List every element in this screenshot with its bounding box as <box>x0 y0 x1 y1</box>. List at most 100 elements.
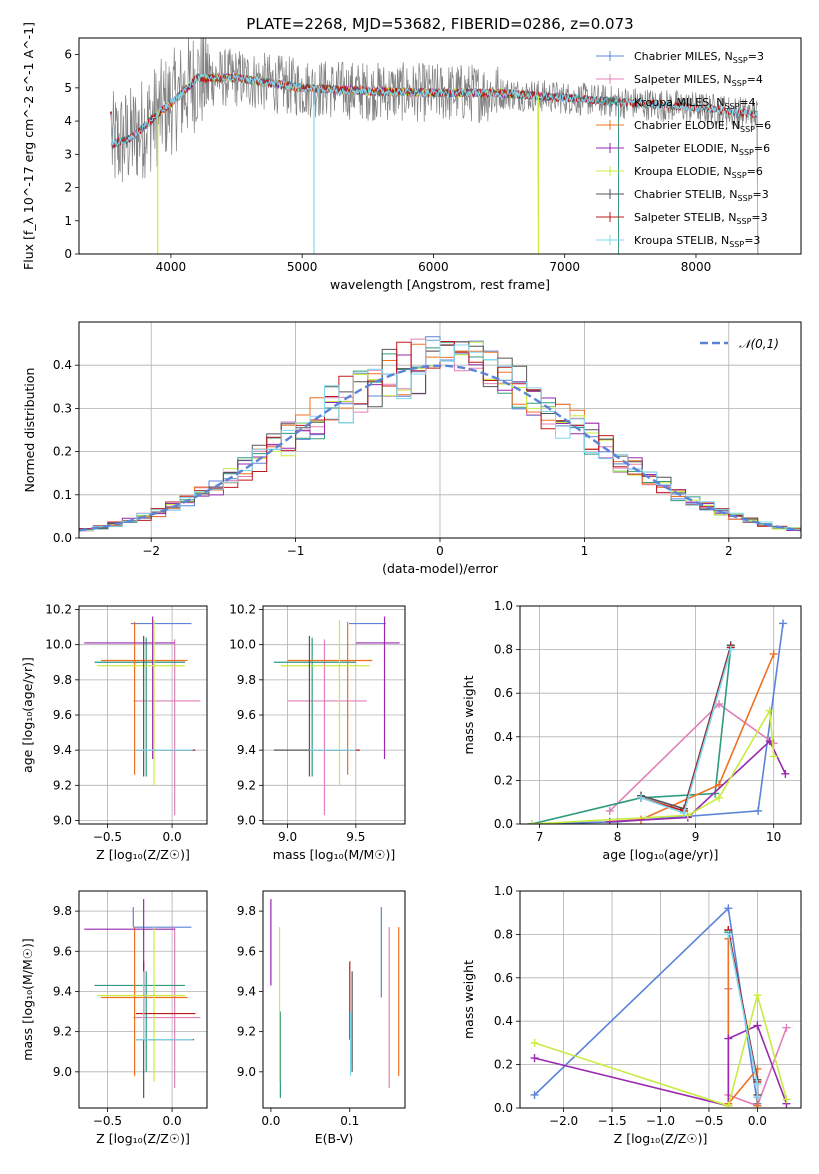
z-mass-weight-y-tick-label: 0.8 <box>494 927 513 941</box>
residuals-y-tick-label: 0.1 <box>53 488 72 502</box>
residuals-y-tick-label: 0.4 <box>53 358 72 372</box>
spectrum-plot-area <box>110 38 759 254</box>
z-mass-weight-x-axis-label: Z [log₁₀(Z/Z☉)] <box>614 1131 708 1146</box>
mass-weight-marker <box>753 1021 762 1030</box>
age-mass-weight-x-tick-label: 7 <box>536 830 544 844</box>
z-mass-weight-x-tick-label: −1.0 <box>646 1114 675 1128</box>
z-mass-weight-x-tick-label: −2.0 <box>549 1114 578 1128</box>
mass-age-y-tick-label: 9.0 <box>237 813 256 827</box>
mass-weight-line <box>609 739 787 823</box>
age-mass-weight-y-tick-label: 0.8 <box>494 643 513 657</box>
z-mass-x-axis-label: Z [log₁₀(Z/Z☉)] <box>96 1131 190 1146</box>
mass-weight-marker <box>765 706 774 715</box>
mass-weight-marker <box>769 649 778 658</box>
figure-title: PLATE=2268, MJD=53682, FIBERID=0286, z=0… <box>246 15 633 33</box>
residuals-y-axis-label: Normed distribution <box>22 368 37 493</box>
residuals-x-tick-label: 0 <box>436 544 444 558</box>
age-mass-weight-x-tick-label: 8 <box>614 830 622 844</box>
mass-weight-marker <box>715 793 724 802</box>
age-mass-weight-x-axis-label: age [log₁₀(age/yr)] <box>603 847 719 862</box>
z-age-y-tick-label: 9.8 <box>53 673 72 687</box>
mass-weight-line <box>534 992 788 1107</box>
mass-weight-marker <box>530 1054 539 1063</box>
ebv-mass-x-tick-label: 0.1 <box>340 1114 359 1128</box>
mass-weight-marker <box>636 793 645 802</box>
mass-age-y-tick-label: 9.8 <box>237 673 256 687</box>
ebv-mass-plot-area <box>270 899 400 1098</box>
residuals-x-axis-label: (data-model)/error <box>382 561 499 576</box>
model-spectrum <box>110 72 759 254</box>
mass-weight-marker <box>753 1101 762 1108</box>
mass-weight-line <box>533 906 759 1104</box>
age-mass-weight-y-tick-label: 0.0 <box>494 817 513 831</box>
mass-weight-marker <box>527 820 536 824</box>
z-mass-y-tick-label: 9.6 <box>53 944 72 958</box>
mass-weight-marker <box>724 904 733 913</box>
residuals-plot-area <box>79 336 801 533</box>
z-mass-y-axis-label: mass [log₁₀(M/M☉)] <box>20 938 35 1060</box>
z-mass-y-tick-label: 9.8 <box>53 904 72 918</box>
age-mass-weight-y-tick-label: 0.6 <box>494 686 513 700</box>
legend-entry: Kroupa MILES, NSSP=4 <box>634 96 756 111</box>
spectrum-x-tick-label: 7000 <box>549 260 580 274</box>
spectrum-axes: 4000 5000 6000 7000 8000 0 1 2 3 4 5 6 wavelength [A… <box>21 22 711 292</box>
z-mass-weight-x-tick-label: −1.5 <box>597 1114 626 1128</box>
age-mass-weight-y-tick-label: 1.0 <box>494 599 513 613</box>
mass-weight-marker <box>530 1038 539 1047</box>
z-mass-frame <box>78 890 208 1109</box>
mass-weight-marker <box>724 1101 733 1108</box>
ebv-mass-y-tick-label: 9.6 <box>237 944 256 958</box>
spectrum-y-tick-label: 5 <box>64 81 72 95</box>
mass-age-x-axis-label: mass [log₁₀(M/M☉)] <box>273 847 395 862</box>
mass-weight-line <box>531 647 732 824</box>
mass-age-frame <box>262 605 406 825</box>
spectrum-x-tick-label: 6000 <box>418 260 449 274</box>
residuals-frame <box>78 321 802 539</box>
z-mass-y-tick-label: 9.2 <box>53 1025 72 1039</box>
residuals-x-tick-label: −1 <box>287 544 305 558</box>
residuals-x-tick-label: 2 <box>725 544 733 558</box>
z-age-y-axis-label: age [log₁₀(age/yr)] <box>20 657 35 773</box>
z-age-plot-area <box>84 616 201 816</box>
spectrum-x-axis-label: wavelength [Angstrom, rest frame] <box>330 277 550 292</box>
z-mass-weight-x-tick-label: 0.0 <box>748 1114 767 1128</box>
z-mass-weight-y-tick-label: 1.0 <box>494 884 513 898</box>
age-mass-weight-x-tick-label: 9 <box>692 830 700 844</box>
mass-weight-marker <box>715 700 724 709</box>
age-mass-weight-y-tick-label: 0.2 <box>494 773 513 787</box>
ebv-mass-x-tick-label: 0.0 <box>261 1114 280 1128</box>
spectrum-y-tick-label: 0 <box>64 247 72 261</box>
residuals-x-tick-label: 1 <box>581 544 589 558</box>
spectrum-x-tick-label: 5000 <box>287 260 318 274</box>
ebv-mass-y-tick-label: 9.8 <box>237 904 256 918</box>
z-mass-y-tick-label: 9.4 <box>53 984 72 998</box>
ebv-mass-y-tick-label: 9.4 <box>237 984 256 998</box>
z-age-y-tick-label: 10.0 <box>45 638 72 652</box>
legend-entry: Salpeter STELIB, NSSP=3 <box>634 211 768 226</box>
mass-weight-marker <box>753 991 762 1000</box>
spectrum-frame <box>78 37 802 255</box>
z-age-y-tick-label: 9.6 <box>53 708 72 722</box>
ebv-mass-axes: 0.0 0.1 9.0 9.2 9.4 9.6 9.8 E(B-V) <box>237 904 359 1146</box>
mass-weight-marker <box>605 806 614 815</box>
residuals-y-tick-label: 0.2 <box>53 445 72 459</box>
mass-age-plot-area <box>273 616 400 816</box>
spectrum-y-axis-label: Flux [f_λ 10^-17 erg cm^-2 s^-1 A^-1] <box>21 22 36 270</box>
mass-weight-line <box>531 708 775 824</box>
residuals-y-tick-label: 0.3 <box>53 401 72 415</box>
spectrum-y-tick-label: 4 <box>64 114 72 128</box>
mass-weight-marker <box>781 769 790 778</box>
mass-age-x-tick-label: 9.5 <box>346 830 365 844</box>
mass-weight-line <box>609 653 775 823</box>
ebv-mass-x-axis-label: E(B-V) <box>315 1131 354 1146</box>
mass-weight-marker <box>753 1080 762 1089</box>
age-mass-weight-plot-area <box>527 619 790 824</box>
spectrum-y-tick-label: 3 <box>64 147 72 161</box>
model-spectrum <box>110 72 759 254</box>
z-age-y-tick-label: 9.4 <box>53 743 72 757</box>
z-age-y-tick-label: 9.0 <box>53 813 72 827</box>
observed-spectrum <box>111 38 759 183</box>
age-mass-weight-frame <box>519 605 802 825</box>
mass-weight-marker <box>754 806 763 815</box>
